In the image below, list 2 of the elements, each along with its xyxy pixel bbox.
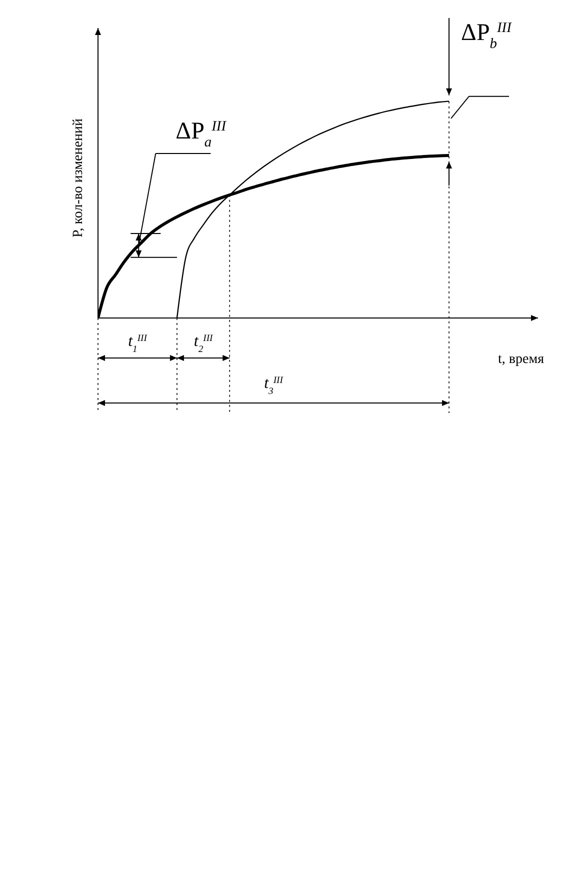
- y-axis-title: P, кол-во изменений: [71, 118, 86, 238]
- x-axis-title: t, время: [498, 352, 545, 367]
